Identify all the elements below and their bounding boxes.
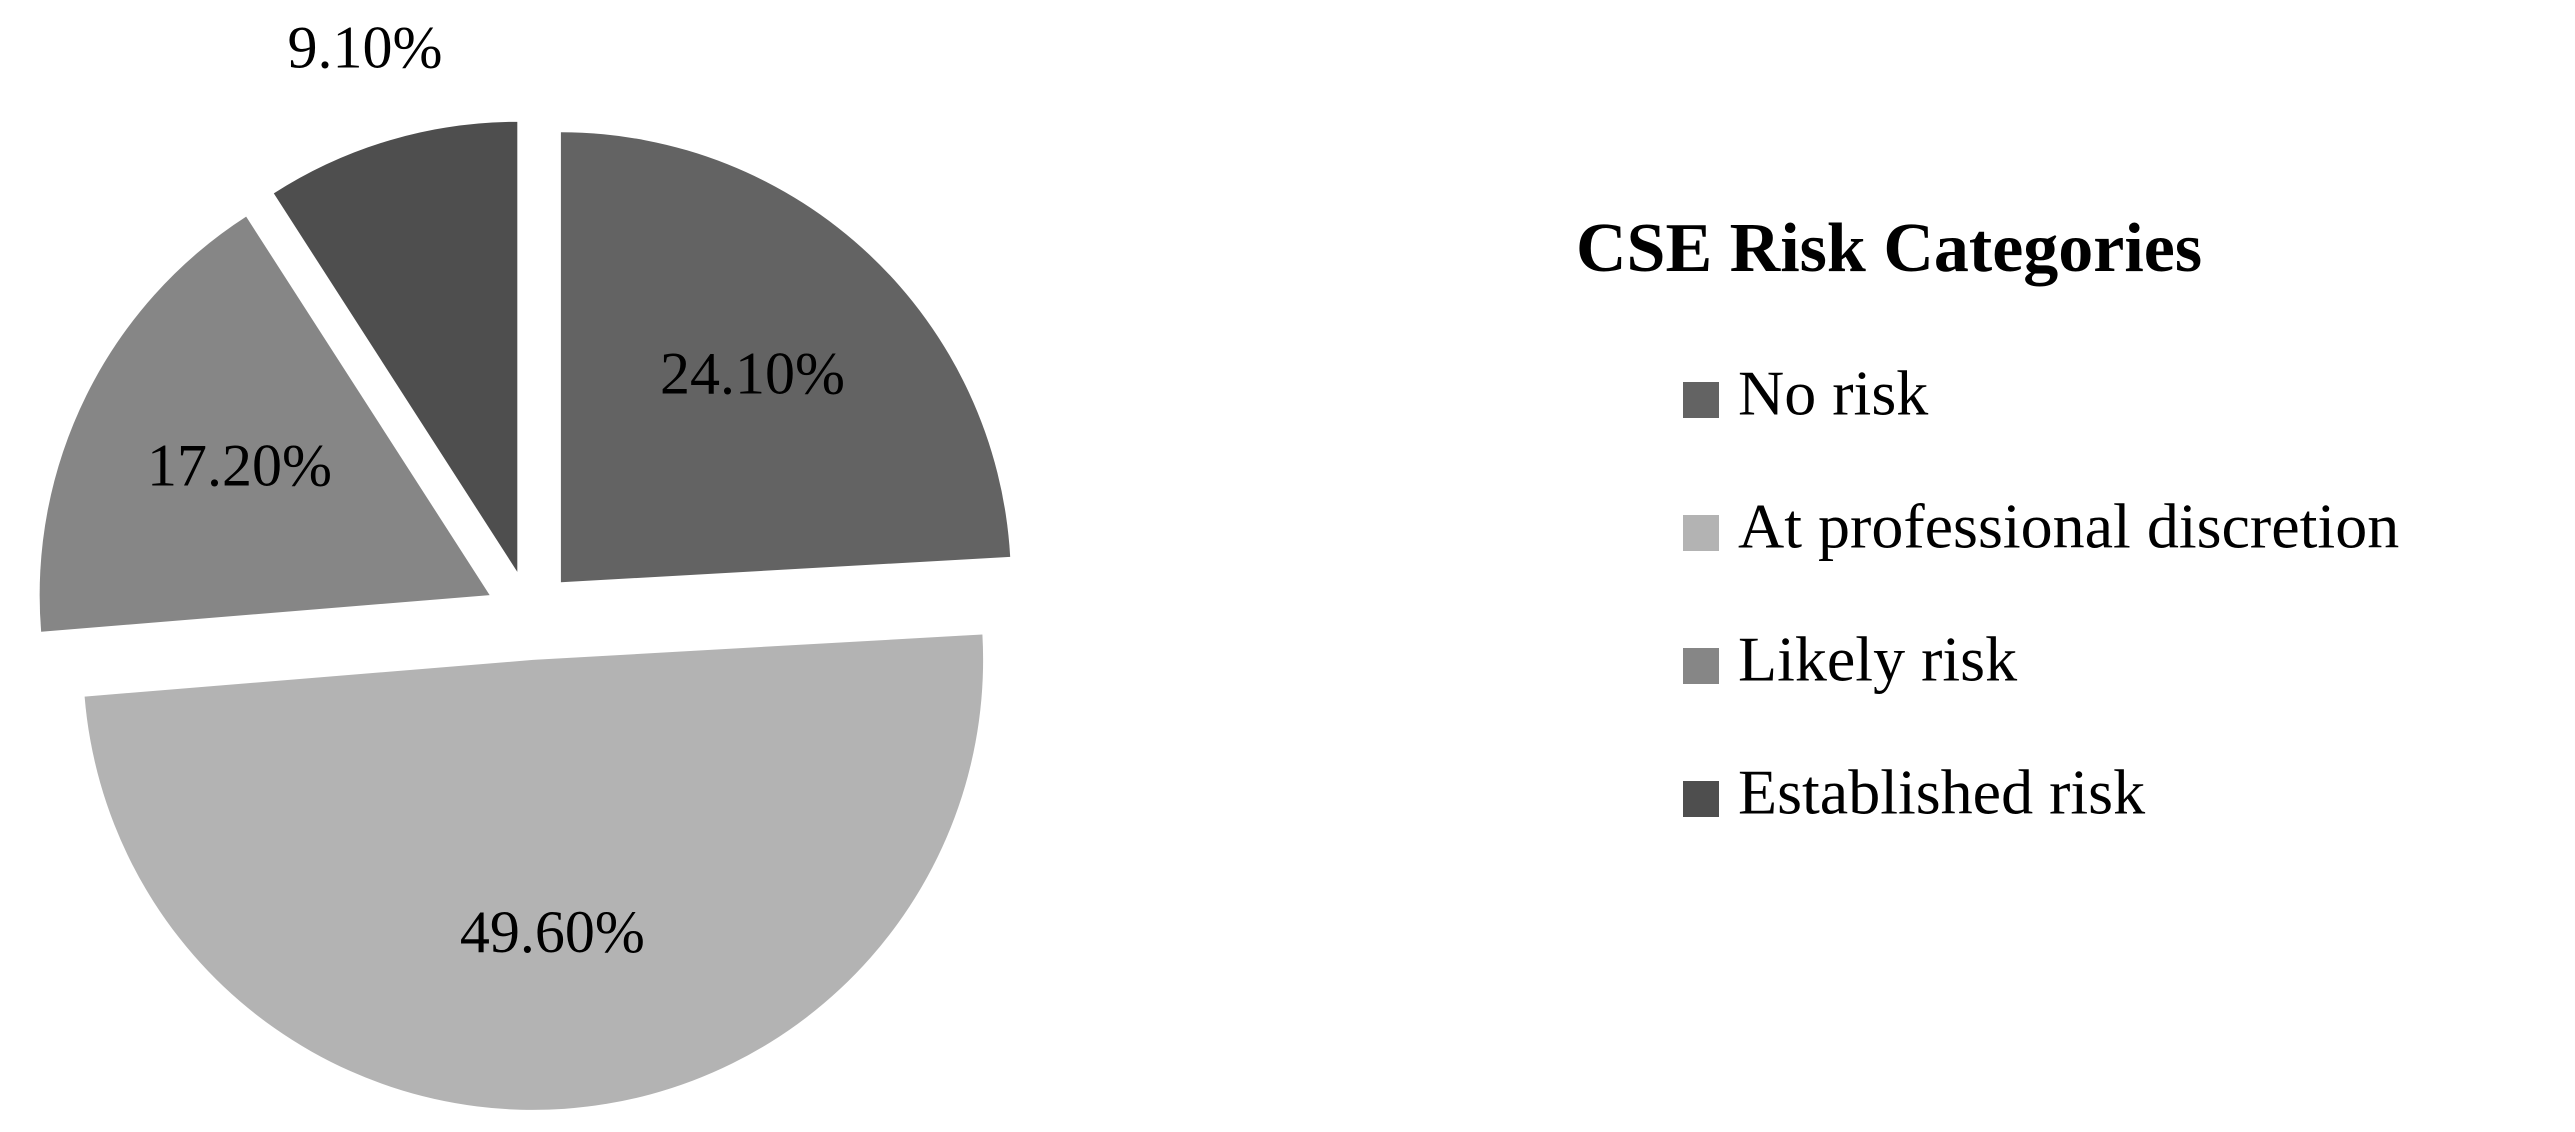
pie-slice bbox=[84, 634, 984, 1110]
legend-label: Likely risk bbox=[1738, 624, 2017, 695]
value-label: 49.60% bbox=[460, 899, 645, 965]
legend-swatch bbox=[1683, 382, 1719, 418]
legend-swatch bbox=[1683, 515, 1719, 551]
pie-slice bbox=[273, 121, 518, 572]
legend-label: At professional discretion bbox=[1738, 491, 2399, 562]
pie-slice bbox=[560, 132, 1011, 583]
legend-swatch bbox=[1683, 648, 1719, 684]
legend-title: CSE Risk Categories bbox=[1576, 210, 2202, 287]
value-label: 24.10% bbox=[660, 340, 845, 406]
legend-label: No risk bbox=[1738, 358, 1928, 429]
legend-swatch bbox=[1683, 781, 1719, 817]
pie-slice bbox=[39, 216, 490, 632]
value-label: 9.10% bbox=[288, 15, 443, 81]
value-label: 17.20% bbox=[147, 432, 332, 498]
legend-label: Established risk bbox=[1738, 757, 2145, 828]
